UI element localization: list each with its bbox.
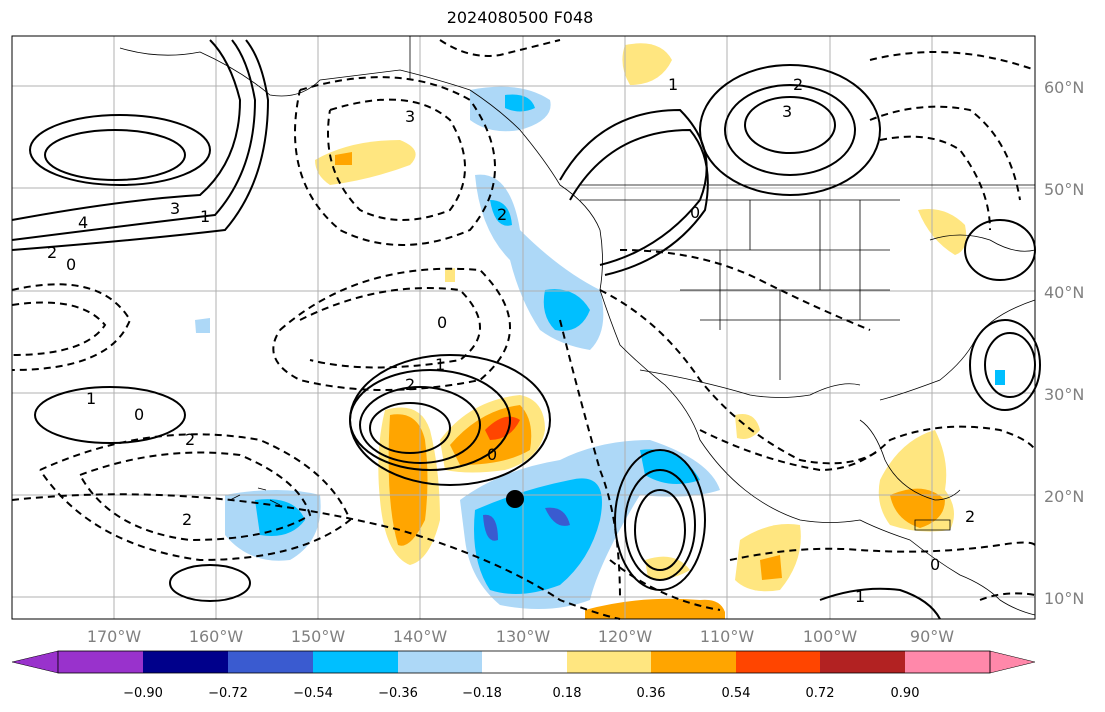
colorbar-segment <box>651 651 736 673</box>
colorbar <box>11 650 1036 674</box>
lon-label: 90°W <box>910 627 954 646</box>
lat-label: 40°N <box>1044 283 1084 302</box>
contour-label: 0 <box>487 445 497 464</box>
colorbar-segment <box>143 651 228 673</box>
lat-label: 50°N <box>1044 180 1084 199</box>
shaded-anomalies <box>195 43 1005 619</box>
colorbar-tick: 0.18 <box>553 686 582 701</box>
contour-label: 0 <box>437 313 447 332</box>
contour-label: 1 <box>855 587 865 606</box>
colorbar-segment <box>567 651 651 673</box>
contour-label: 1 <box>435 355 445 374</box>
contour-label: 1 <box>668 75 678 94</box>
lat-label: 60°N <box>1044 78 1084 97</box>
colorbar-segment <box>989 650 1036 674</box>
colorbar-segment <box>905 651 990 673</box>
colorbar-tick: 0.36 <box>637 686 666 701</box>
colorbar-tick: −0.18 <box>462 686 502 701</box>
contour-label: 1 <box>200 207 210 226</box>
colorbar-tick: 0.72 <box>806 686 835 701</box>
contour-label: 2 <box>965 507 975 526</box>
colorbar-tick: −0.54 <box>293 686 333 701</box>
contour-label: 0 <box>690 203 700 222</box>
colorbar-tick: −0.72 <box>208 686 248 701</box>
latitude-labels: 60°N 50°N 40°N 30°N 20°N 10°N <box>1044 78 1084 608</box>
contour-label: 0 <box>930 555 940 574</box>
map-frame <box>11 35 1036 620</box>
colorbar-tick: 0.54 <box>722 686 751 701</box>
contour-label: 3 <box>170 199 180 218</box>
lon-label: 100°W <box>803 627 858 646</box>
map-title: 2024080500 F048 <box>446 8 594 27</box>
colorbar-tick: 0.90 <box>891 686 920 701</box>
contour-label: 2 <box>497 205 507 224</box>
lon-label: 170°W <box>87 627 142 646</box>
colorbar-segment <box>58 651 144 673</box>
contour-label: 2 <box>793 75 803 94</box>
colorbar-segment <box>228 651 313 673</box>
lat-label: 10°N <box>1044 589 1084 608</box>
coastlines <box>119 36 1036 616</box>
lat-label: 20°N <box>1044 487 1084 506</box>
colorbar-ticks: −0.90 −0.72 −0.54 −0.36 −0.18 0.18 0.36 … <box>123 686 919 701</box>
lon-label: 150°W <box>291 627 346 646</box>
colorbar-segment <box>11 650 59 674</box>
contour-label: 1 <box>86 389 96 408</box>
lon-label: 160°W <box>189 627 244 646</box>
lat-label: 30°N <box>1044 385 1084 404</box>
contour-label: 2 <box>182 510 192 529</box>
lon-label: 130°W <box>496 627 551 646</box>
contour-label: 2 <box>185 430 195 449</box>
lon-label: 120°W <box>598 627 653 646</box>
graticule <box>12 36 1035 619</box>
colorbar-tick: −0.36 <box>378 686 418 701</box>
contour-label: 3 <box>405 107 415 126</box>
colorbar-tick: −0.90 <box>123 686 163 701</box>
colorbar-segment <box>736 651 820 673</box>
negative-contours <box>11 39 1036 620</box>
storm-center-marker <box>506 490 524 508</box>
lon-label: 140°W <box>393 627 448 646</box>
colorbar-segment <box>482 651 567 673</box>
contour-label: 0 <box>134 405 144 424</box>
contour-label: 2 <box>47 243 57 262</box>
colorbar-segment <box>398 651 482 673</box>
lon-label: 110°W <box>700 627 755 646</box>
contour-label: 3 <box>782 102 792 121</box>
longitude-labels: 170°W 160°W 150°W 140°W 130°W 120°W 110°… <box>87 627 954 646</box>
contour-label: 0 <box>66 255 76 274</box>
contour-label: 4 <box>78 213 88 232</box>
contour-label: 2 <box>405 375 415 394</box>
contour-labels: 4 3 2 1 0 1 2 0 2 1 0 3 2 0 1 3 2 0 2 1 … <box>47 75 975 606</box>
positive-contours <box>11 39 1041 620</box>
colorbar-segment <box>313 651 398 673</box>
colorbar-segment <box>820 651 905 673</box>
